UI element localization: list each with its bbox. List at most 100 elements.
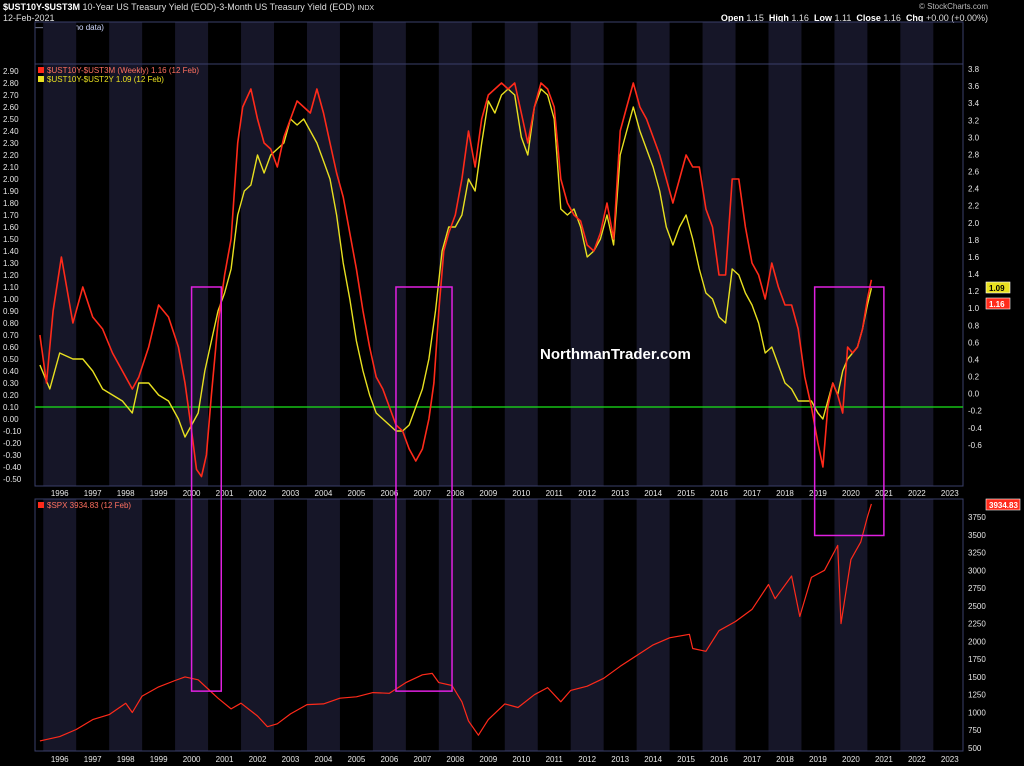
- x-tick-label: 2021: [875, 755, 893, 764]
- right-y-tick-label: 1.6: [968, 253, 980, 262]
- year-band: [768, 22, 802, 486]
- spx-line: [39, 503, 872, 742]
- left-y-tick-label: 2.20: [3, 151, 19, 160]
- left-y-tick-label: 2.10: [3, 163, 19, 172]
- highlight-boxes: [190, 286, 885, 692]
- right-y-tick-label: -0.2: [968, 407, 982, 416]
- year-band: [109, 22, 143, 486]
- year-band: [570, 499, 604, 751]
- left-y-tick-label: 2.60: [3, 103, 19, 112]
- right-y-tick-label: -0.4: [968, 424, 982, 433]
- left-y-tick-label: -0.30: [3, 451, 22, 460]
- left-y-tick-label: 1.20: [3, 271, 19, 280]
- legend-yield: $UST10Y-$UST3M (Weekly) 1.16 (12 Feb) $U…: [38, 66, 199, 84]
- x-tick-label: 1998: [117, 755, 135, 764]
- x-tick-label: 1998: [117, 489, 135, 498]
- x-tick-label: 1999: [150, 755, 168, 764]
- left-y-tick-label: 1.80: [3, 199, 19, 208]
- series-lines: [39, 82, 873, 742]
- right-y-tick-label: 0.8: [968, 321, 980, 330]
- year-band: [43, 499, 77, 751]
- left-y-tick-label: 0.30: [3, 379, 19, 388]
- year-band: [636, 499, 670, 751]
- left-y-tick-label: 1.30: [3, 259, 19, 268]
- x-tick-label: 2002: [249, 489, 267, 498]
- last-value-tag-label: 3934.83: [989, 501, 1018, 510]
- x-tick-label: 2012: [578, 755, 596, 764]
- x-tick-label: 2006: [380, 489, 398, 498]
- right-y-tick-label: 2.6: [968, 168, 980, 177]
- x-tick-label: 2016: [710, 755, 728, 764]
- chart-header-title: $UST10Y-$UST3M 10-Year US Treasury Yield…: [3, 2, 374, 12]
- legend-spx: $SPX 3934.83 (12 Feb): [38, 501, 131, 510]
- year-band: [702, 22, 736, 486]
- x-tick-label: 2010: [512, 755, 530, 764]
- year-band: [306, 22, 340, 486]
- last-value-tag-label: 1.16: [989, 300, 1005, 309]
- x-tick-label: 2003: [282, 755, 300, 764]
- year-band: [241, 22, 275, 486]
- x-tick-label: 2022: [908, 489, 926, 498]
- last-value-tag-label: 1.09: [989, 284, 1005, 293]
- left-y-tick-label: 2.50: [3, 115, 19, 124]
- x-tick-label: 2015: [677, 489, 695, 498]
- right-y-tick-label: 0.2: [968, 373, 980, 382]
- right-y-tick-label: 2.0: [968, 219, 980, 228]
- right-y-tick-label: 3.8: [968, 65, 980, 74]
- x-tick-label: 1997: [84, 755, 102, 764]
- left-y-tick-label: 1.10: [3, 283, 19, 292]
- x-tick-label: 1999: [150, 489, 168, 498]
- left-y-tick-label: 1.40: [3, 247, 19, 256]
- x-tick-label: 2019: [809, 755, 827, 764]
- last-value-tag: [985, 281, 1011, 294]
- description-label: 10-Year US Treasury Yield (EOD)-3-Month …: [82, 2, 355, 12]
- x-tick-label: 2020: [842, 755, 860, 764]
- x-tick-label: 2018: [776, 489, 794, 498]
- year-band: [900, 499, 934, 751]
- legend-spread-2y: $UST10Y-$UST2Y 1.09 (12 Feb): [47, 75, 164, 84]
- left-y-tick-label: -0.10: [3, 427, 22, 436]
- x-tick-label: 2020: [842, 489, 860, 498]
- year-band: [372, 22, 406, 486]
- x-tick-label: 2015: [677, 755, 695, 764]
- spx-y-tick-label: 2000: [968, 637, 986, 646]
- left-y-tick-label: 0.90: [3, 307, 19, 316]
- price-panel-frame: [34, 21, 964, 65]
- right-y-tick-label: 0.0: [968, 390, 980, 399]
- x-tick-label: 2005: [348, 489, 366, 498]
- x-tick-label: 2023: [941, 755, 959, 764]
- year-band: [504, 499, 538, 751]
- year-band: [900, 22, 934, 486]
- x-tick-label: 2013: [611, 489, 629, 498]
- spx-y-tick-label: 2750: [968, 584, 986, 593]
- x-tick-label: 2004: [315, 755, 333, 764]
- year-band: [834, 499, 868, 751]
- x-tick-label: 2007: [413, 489, 431, 498]
- x-tick-label: 2005: [348, 755, 366, 764]
- right-y-tick-label: 3.4: [968, 99, 980, 108]
- left-y-tick-label: 2.70: [3, 91, 19, 100]
- year-band: [43, 22, 77, 486]
- right-y-tick-label: 3.2: [968, 116, 980, 125]
- spx-y-tick-label: 1500: [968, 673, 986, 682]
- spx-y-tick-label: 500: [968, 744, 982, 753]
- right-y-tick-label: 0.4: [968, 355, 980, 364]
- x-tick-label: 2010: [512, 489, 530, 498]
- right-y-tick-label: 2.2: [968, 202, 980, 211]
- credit-label: © StockCharts.com: [918, 2, 988, 11]
- right-y-tick-label: 3.0: [968, 133, 980, 142]
- left-y-tick-label: 0.10: [3, 403, 19, 412]
- last-value-tag: [985, 297, 1011, 310]
- x-tick-label: 2008: [446, 489, 464, 498]
- left-y-tick-label: 1.00: [3, 295, 19, 304]
- x-tick-label: 2017: [743, 755, 761, 764]
- legend-spx-label: $SPX 3934.83 (12 Feb): [47, 501, 131, 510]
- spx-y-tick-label: 3750: [968, 513, 986, 522]
- year-band: [241, 499, 275, 751]
- axis-labels: 1996 1996 1997 1997 1998 1998 1999 1999 2000 2000…: [3, 65, 986, 764]
- year-band: [702, 499, 736, 751]
- spx-y-tick-label: 3000: [968, 566, 986, 575]
- legend-swatch-spx: [38, 502, 44, 508]
- left-y-tick-label: 1.60: [3, 223, 19, 232]
- x-tick-label: 2019: [809, 489, 827, 498]
